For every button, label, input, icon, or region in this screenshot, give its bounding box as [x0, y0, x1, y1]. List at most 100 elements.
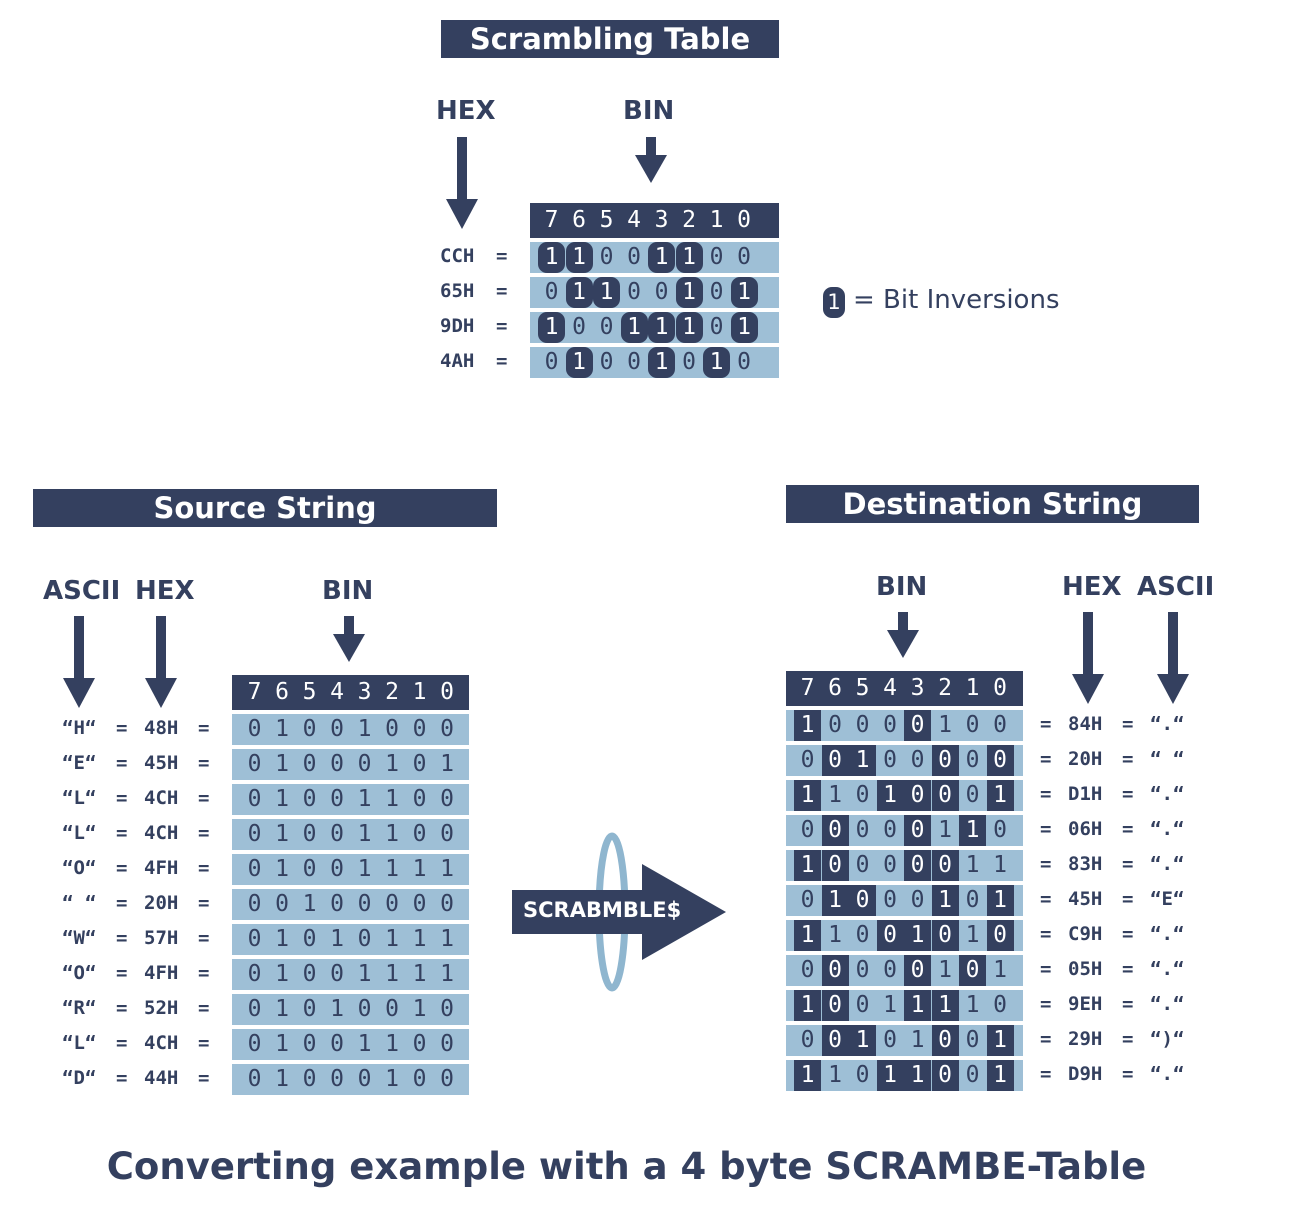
- bit-cell: 0: [709, 244, 724, 270]
- source-ascii-arrow-icon: [63, 616, 95, 708]
- equals-sign: =: [496, 280, 508, 302]
- destination-hex-value: D9H: [1068, 1063, 1103, 1085]
- equals-sign: =: [1122, 818, 1134, 840]
- destination-hex-arrow-icon: [1072, 612, 1104, 704]
- bit-cell: 1: [648, 347, 675, 378]
- bit-cell: 0: [302, 716, 317, 742]
- bit-position-label: 3: [357, 679, 372, 705]
- bit-cell: 0: [357, 926, 372, 952]
- equals-sign: =: [198, 997, 210, 1019]
- bit-position-label: 6: [275, 679, 289, 705]
- bit-cell: 0: [412, 821, 427, 847]
- bit-cell: 1: [357, 1031, 372, 1057]
- bit-cell: 1: [675, 242, 703, 273]
- bit-cell: 1: [302, 891, 317, 917]
- destination-ascii-value: “.“: [1150, 713, 1185, 735]
- equals-sign: =: [1122, 888, 1134, 910]
- equals-sign: =: [116, 1067, 128, 1089]
- source-ascii-value: “R“: [62, 997, 97, 1019]
- diagram-caption: Converting example with a 4 byte SCRAMBE…: [106, 1145, 1147, 1188]
- bit-position-label: 4: [627, 207, 641, 233]
- bit-cell: 1: [883, 992, 897, 1018]
- bit-cell: 1: [876, 780, 904, 811]
- bit-position-label: 0: [737, 207, 751, 233]
- bit-cell: 1: [876, 1060, 904, 1091]
- bit-position-label: 4: [330, 679, 344, 705]
- bit-cell: 0: [682, 349, 696, 375]
- bit-cell: 0: [302, 1031, 317, 1057]
- bit-cell: 0: [247, 961, 262, 987]
- bit-cell: 1: [565, 242, 593, 273]
- bit-cell: 0: [931, 780, 959, 811]
- bit-cell: 0: [627, 349, 641, 375]
- source-hex-value: 4CH: [144, 1032, 179, 1054]
- bit-cell: 0: [330, 891, 344, 917]
- bit-cell: 0: [412, 716, 427, 742]
- source-ascii-value: “L“: [62, 787, 97, 809]
- equals-sign: =: [116, 1032, 128, 1054]
- equals-sign: =: [1040, 713, 1052, 735]
- bit-cell: 1: [986, 780, 1014, 811]
- bit-cell: 0: [931, 1060, 959, 1091]
- bit-cell: 0: [385, 891, 399, 917]
- bit-cell: 0: [412, 891, 427, 917]
- scramble-label: SCRABMBLE$: [523, 898, 682, 922]
- equals-sign: =: [116, 752, 128, 774]
- destination-ascii-value: “.“: [1150, 993, 1185, 1015]
- bit-inversion-legend-text: = Bit Inversions: [853, 285, 1060, 315]
- source-hex-value: 4CH: [144, 822, 179, 844]
- bit-cell: 0: [412, 751, 427, 777]
- bit-cell: 0: [599, 244, 614, 270]
- bit-cell: 1: [849, 1025, 876, 1056]
- bit-cell: 0: [965, 1062, 980, 1088]
- equals-sign: =: [116, 857, 128, 879]
- equals-sign: =: [1122, 713, 1134, 735]
- bit-cell: 1: [275, 786, 289, 812]
- destination-hex-label: HEX: [1062, 572, 1122, 602]
- bit-cell: 0: [412, 1031, 427, 1057]
- bit-cell: 0: [247, 1066, 262, 1092]
- equals-sign: =: [116, 962, 128, 984]
- bit-position-label: 2: [938, 675, 952, 701]
- bit-cell: 0: [855, 1062, 870, 1088]
- bit-cell: 1: [385, 961, 399, 987]
- bit-cell: 0: [965, 747, 980, 773]
- bit-cell: 1: [794, 850, 821, 881]
- bit-cell: 0: [440, 786, 454, 812]
- bit-cell: 1: [385, 786, 399, 812]
- bit-cell: 1: [794, 710, 821, 741]
- source-ascii-value: “L“: [62, 1032, 97, 1054]
- bit-cell: 1: [904, 1060, 931, 1091]
- bit-position-label: 5: [855, 675, 870, 701]
- bit-cell: 1: [538, 312, 565, 343]
- scrambling-hex-label: HEX: [436, 96, 496, 126]
- bit-cell: 1: [440, 961, 454, 987]
- source-ascii-value: “ “: [62, 892, 97, 914]
- destination-hex-value: 20H: [1068, 748, 1103, 770]
- bit-cell: 1: [965, 992, 980, 1018]
- source-hex-value: 45H: [144, 752, 179, 774]
- bit-cell: 0: [965, 1027, 980, 1053]
- source-ascii-value: “E“: [62, 752, 97, 774]
- bit-position-label: 0: [993, 675, 1007, 701]
- source-hex-value: 4CH: [144, 787, 179, 809]
- bit-cell: 1: [385, 1031, 399, 1057]
- bit-cell: 0: [800, 887, 815, 913]
- bit-cell: 0: [931, 1025, 959, 1056]
- scrambling-hex-value: 9DH: [440, 315, 475, 337]
- scrambling-hex-arrow-icon: [446, 137, 478, 229]
- bit-cell: 0: [247, 926, 262, 952]
- bit-cell: 1: [385, 821, 399, 847]
- destination-hex-value: 05H: [1068, 958, 1103, 980]
- bit-inversion-badge: 1: [823, 287, 845, 318]
- equals-sign: =: [198, 1032, 210, 1054]
- bit-cell: 0: [302, 996, 317, 1022]
- bit-position-label: 3: [654, 207, 669, 233]
- bit-cell: 0: [330, 751, 344, 777]
- bit-position-label: 6: [828, 675, 842, 701]
- scramble-arrow-icon: [512, 832, 726, 992]
